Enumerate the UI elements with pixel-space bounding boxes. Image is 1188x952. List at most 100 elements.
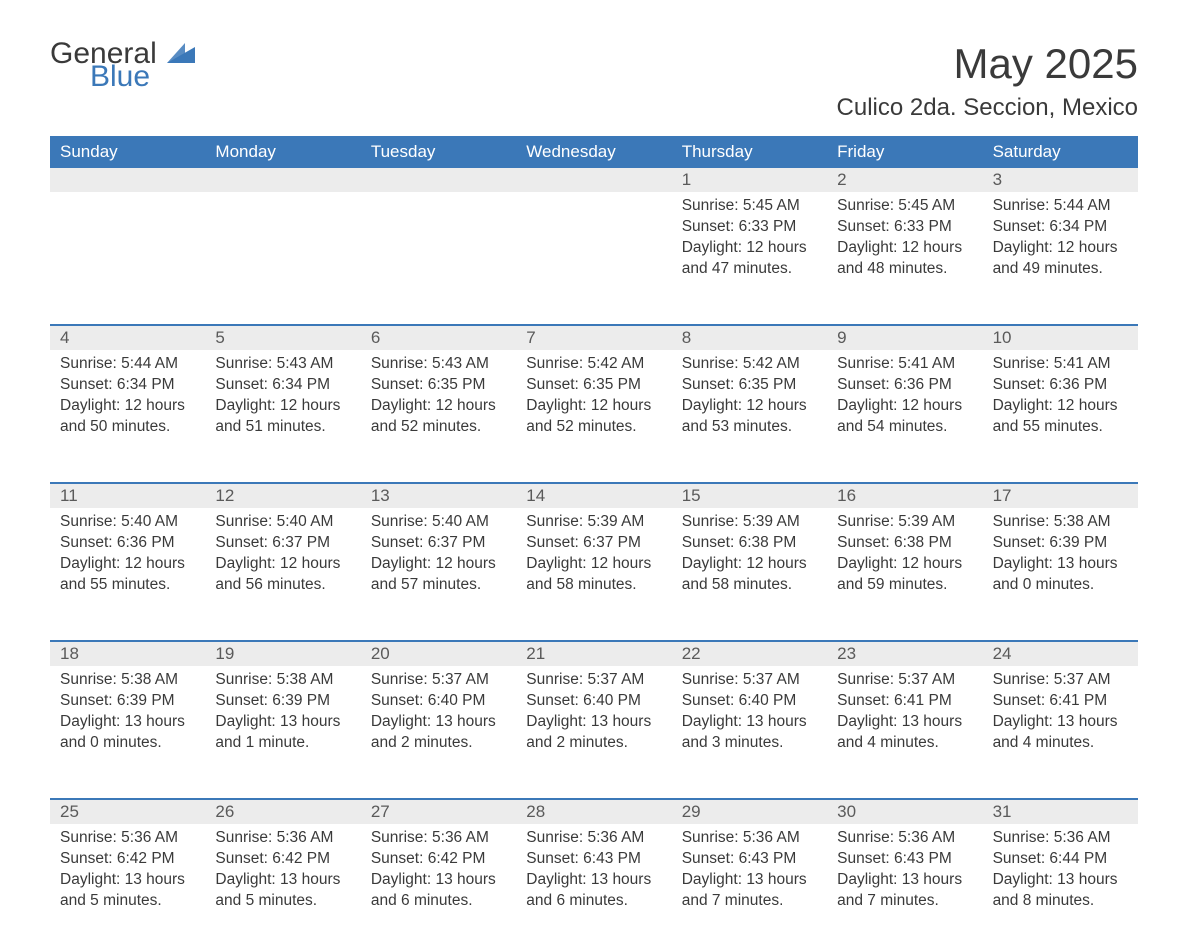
day1-text: Daylight: 13 hours — [371, 870, 506, 891]
sunset-text: Sunset: 6:41 PM — [837, 691, 972, 712]
day1-text: Daylight: 13 hours — [215, 870, 350, 891]
day-number: 29 — [672, 800, 827, 824]
day-cell: Sunrise: 5:40 AMSunset: 6:36 PMDaylight:… — [50, 508, 205, 636]
day-cell: Sunrise: 5:39 AMSunset: 6:38 PMDaylight:… — [672, 508, 827, 636]
day1-text: Daylight: 12 hours — [60, 554, 195, 575]
day1-text: Daylight: 13 hours — [837, 712, 972, 733]
day1-text: Daylight: 13 hours — [993, 870, 1128, 891]
day2-text: and 52 minutes. — [371, 417, 506, 438]
day2-text: and 4 minutes. — [837, 733, 972, 754]
sunrise-text: Sunrise: 5:45 AM — [837, 196, 972, 217]
sunrise-text: Sunrise: 5:36 AM — [993, 828, 1128, 849]
sunrise-text: Sunrise: 5:36 AM — [371, 828, 506, 849]
day2-text: and 5 minutes. — [60, 891, 195, 912]
sunset-text: Sunset: 6:42 PM — [60, 849, 195, 870]
day2-text: and 49 minutes. — [993, 259, 1128, 280]
day-number: 19 — [205, 642, 360, 666]
sunrise-text: Sunrise: 5:39 AM — [526, 512, 661, 533]
sunrise-text: Sunrise: 5:36 AM — [60, 828, 195, 849]
day-number: 9 — [827, 326, 982, 350]
day1-text: Daylight: 13 hours — [526, 712, 661, 733]
week-row: Sunrise: 5:44 AMSunset: 6:34 PMDaylight:… — [50, 350, 1138, 478]
day-number — [205, 168, 360, 192]
day1-text: Daylight: 12 hours — [215, 396, 350, 417]
week-block: 11121314151617Sunrise: 5:40 AMSunset: 6:… — [50, 482, 1138, 636]
day-number — [516, 168, 671, 192]
day1-text: Daylight: 12 hours — [371, 396, 506, 417]
day-cell: Sunrise: 5:38 AMSunset: 6:39 PMDaylight:… — [205, 666, 360, 794]
day2-text: and 54 minutes. — [837, 417, 972, 438]
day-number: 4 — [50, 326, 205, 350]
day-number: 22 — [672, 642, 827, 666]
day-cell: Sunrise: 5:40 AMSunset: 6:37 PMDaylight:… — [361, 508, 516, 636]
sunset-text: Sunset: 6:38 PM — [837, 533, 972, 554]
day1-text: Daylight: 12 hours — [837, 554, 972, 575]
sunset-text: Sunset: 6:33 PM — [837, 217, 972, 238]
day-header-row: Sunday Monday Tuesday Wednesday Thursday… — [50, 136, 1138, 168]
day-header-thu: Thursday — [672, 136, 827, 168]
day2-text: and 56 minutes. — [215, 575, 350, 596]
sunset-text: Sunset: 6:37 PM — [526, 533, 661, 554]
daynum-row: 25262728293031 — [50, 800, 1138, 824]
sunset-text: Sunset: 6:40 PM — [371, 691, 506, 712]
sunrise-text: Sunrise: 5:39 AM — [682, 512, 817, 533]
day-header-wed: Wednesday — [516, 136, 671, 168]
day-cell: Sunrise: 5:44 AMSunset: 6:34 PMDaylight:… — [50, 350, 205, 478]
week-block: 45678910Sunrise: 5:44 AMSunset: 6:34 PMD… — [50, 324, 1138, 478]
sunset-text: Sunset: 6:38 PM — [682, 533, 817, 554]
day-number: 10 — [983, 326, 1138, 350]
day1-text: Daylight: 13 hours — [371, 712, 506, 733]
day2-text: and 7 minutes. — [682, 891, 817, 912]
day-number: 13 — [361, 484, 516, 508]
day-cell: Sunrise: 5:36 AMSunset: 6:42 PMDaylight:… — [361, 824, 516, 952]
day-number: 31 — [983, 800, 1138, 824]
day2-text: and 55 minutes. — [60, 575, 195, 596]
day1-text: Daylight: 13 hours — [682, 712, 817, 733]
day-number: 5 — [205, 326, 360, 350]
day-cell: Sunrise: 5:36 AMSunset: 6:43 PMDaylight:… — [672, 824, 827, 952]
day-cell: Sunrise: 5:36 AMSunset: 6:43 PMDaylight:… — [516, 824, 671, 952]
day2-text: and 7 minutes. — [837, 891, 972, 912]
day-cell: Sunrise: 5:36 AMSunset: 6:43 PMDaylight:… — [827, 824, 982, 952]
day-number: 16 — [827, 484, 982, 508]
location: Culico 2da. Seccion, Mexico — [837, 94, 1138, 122]
day1-text: Daylight: 13 hours — [993, 554, 1128, 575]
sunset-text: Sunset: 6:36 PM — [993, 375, 1128, 396]
sunrise-text: Sunrise: 5:36 AM — [682, 828, 817, 849]
day2-text: and 58 minutes. — [526, 575, 661, 596]
week-row: Sunrise: 5:38 AMSunset: 6:39 PMDaylight:… — [50, 666, 1138, 794]
day-number: 15 — [672, 484, 827, 508]
day1-text: Daylight: 12 hours — [215, 554, 350, 575]
sunset-text: Sunset: 6:35 PM — [526, 375, 661, 396]
day-cell: Sunrise: 5:36 AMSunset: 6:42 PMDaylight:… — [50, 824, 205, 952]
day-header-tue: Tuesday — [361, 136, 516, 168]
sunrise-text: Sunrise: 5:37 AM — [993, 670, 1128, 691]
day2-text: and 2 minutes. — [371, 733, 506, 754]
day-header-fri: Friday — [827, 136, 982, 168]
sunset-text: Sunset: 6:41 PM — [993, 691, 1128, 712]
sunset-text: Sunset: 6:44 PM — [993, 849, 1128, 870]
weeks-container: 123Sunrise: 5:45 AMSunset: 6:33 PMDaylig… — [50, 168, 1138, 952]
day-cell: Sunrise: 5:37 AMSunset: 6:40 PMDaylight:… — [361, 666, 516, 794]
header: General Blue May 2025 Culico 2da. Seccio… — [50, 40, 1138, 122]
day-cell: Sunrise: 5:37 AMSunset: 6:40 PMDaylight:… — [672, 666, 827, 794]
sunset-text: Sunset: 6:42 PM — [371, 849, 506, 870]
sunrise-text: Sunrise: 5:45 AM — [682, 196, 817, 217]
day1-text: Daylight: 12 hours — [837, 238, 972, 259]
sunrise-text: Sunrise: 5:40 AM — [60, 512, 195, 533]
day1-text: Daylight: 12 hours — [837, 396, 972, 417]
sunrise-text: Sunrise: 5:39 AM — [837, 512, 972, 533]
sunrise-text: Sunrise: 5:36 AM — [526, 828, 661, 849]
sunset-text: Sunset: 6:43 PM — [526, 849, 661, 870]
logo: General Blue — [50, 40, 195, 91]
day1-text: Daylight: 12 hours — [526, 554, 661, 575]
day2-text: and 6 minutes. — [371, 891, 506, 912]
day-cell: Sunrise: 5:39 AMSunset: 6:37 PMDaylight:… — [516, 508, 671, 636]
day-cell: Sunrise: 5:38 AMSunset: 6:39 PMDaylight:… — [983, 508, 1138, 636]
day-number: 26 — [205, 800, 360, 824]
day-cell: Sunrise: 5:45 AMSunset: 6:33 PMDaylight:… — [827, 192, 982, 320]
day2-text: and 4 minutes. — [993, 733, 1128, 754]
month-title: May 2025 — [837, 40, 1138, 88]
day-cell: Sunrise: 5:40 AMSunset: 6:37 PMDaylight:… — [205, 508, 360, 636]
day2-text: and 53 minutes. — [682, 417, 817, 438]
